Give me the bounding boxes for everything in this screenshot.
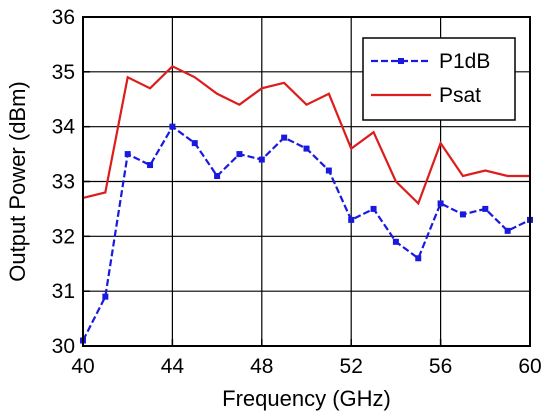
x-axis-title: Frequency (GHz)	[222, 386, 391, 411]
legend-box	[362, 37, 516, 121]
data-point-p1db	[191, 140, 198, 147]
data-point-p1db	[147, 162, 154, 169]
y-tick-label: 35	[52, 61, 75, 84]
data-point-p1db	[392, 238, 399, 245]
data-point-p1db	[325, 167, 332, 174]
x-tick-label: 56	[429, 355, 452, 378]
series-line-p1db	[82, 125, 531, 341]
y-tick-label: 36	[52, 6, 75, 29]
y-tick-label: 32	[52, 225, 75, 248]
axis-ticks	[82, 16, 531, 347]
x-tick-label: 44	[161, 355, 185, 378]
data-point-p1db	[102, 293, 109, 300]
x-tick-label: 52	[340, 355, 363, 378]
y-axis-title: Output Power (dBm)	[5, 81, 30, 282]
data-point-p1db	[124, 151, 131, 158]
legend-label-p1db: P1dB	[439, 50, 490, 73]
tick-labels: 40 44 48 52 56 60 30 31 32 33 34 35 36	[52, 6, 542, 378]
legend-label-psat: Psat	[439, 84, 481, 107]
y-tick-label: 34	[52, 116, 76, 139]
x-tick-label: 40	[71, 355, 94, 378]
data-point-p1db	[303, 145, 310, 152]
x-tick-label: 48	[250, 355, 273, 378]
series-line-psat	[82, 64, 530, 206]
y-tick-label: 31	[52, 280, 75, 303]
data-point-p1db	[459, 211, 466, 218]
y-tick-label: 30	[52, 335, 75, 358]
data-point-p1db	[258, 156, 265, 163]
data-point-p1db	[370, 205, 377, 212]
data-point-p1db	[504, 227, 511, 234]
data-point-p1db	[348, 216, 355, 223]
data-point-p1db	[214, 173, 221, 180]
data-point-p1db	[437, 200, 444, 207]
data-point-p1db	[169, 123, 176, 130]
data-point-p1db	[482, 205, 489, 212]
legend-marker-p1db	[398, 58, 404, 64]
y-tick-label: 33	[52, 171, 75, 194]
data-point-p1db	[415, 255, 422, 262]
legend: P1dB Psat	[362, 37, 516, 121]
data-point-p1db	[236, 151, 243, 158]
data-point-p1db	[281, 134, 288, 141]
x-tick-label: 60	[518, 355, 541, 378]
